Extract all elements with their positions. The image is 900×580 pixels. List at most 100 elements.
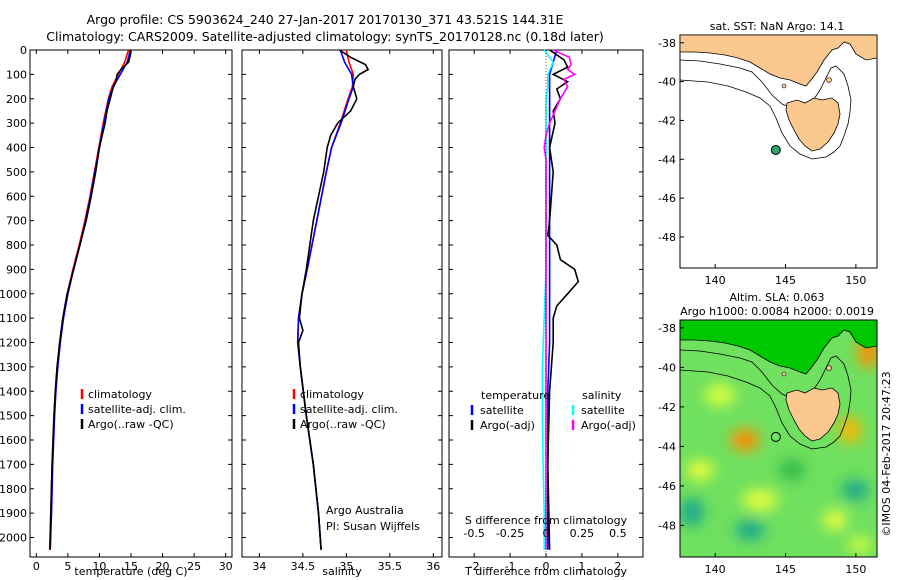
temperature-xtick-label: 5: [64, 560, 71, 573]
profile-title: Argo profile: CS 5903624_240 27-Jan-2017…: [86, 12, 564, 27]
sst-flinders-island: [826, 77, 832, 83]
salinity-legend-label: satellite-adj. clim.: [300, 403, 398, 416]
difference-xtick-label: -2: [469, 560, 480, 573]
depth-tick-label: 1300: [0, 361, 27, 374]
diff-s-tick-label: 0.5: [609, 527, 627, 540]
map_sla-ytick-label: -44: [658, 440, 676, 453]
map_sst-ytick-label: -38: [658, 37, 676, 50]
sla-argo-point: [770, 431, 781, 442]
temperature-xtick-label: 10: [92, 560, 106, 573]
map_sla-ytick-label: -40: [658, 361, 676, 374]
difference-xtick-label: 1: [578, 560, 585, 573]
difference-xtick-label: 2: [614, 560, 621, 573]
sla-map-subtitle: Argo h1000: 0.0084 h2000: 0.0019: [680, 305, 874, 318]
diff-legend-label: satellite: [480, 404, 524, 417]
depth-tick-label: 1800: [0, 483, 27, 496]
temperature-xtick-label: 25: [187, 560, 201, 573]
diff-s-tick-label: -0.5: [463, 527, 484, 540]
depth-tick-label: 100: [6, 68, 27, 81]
sla-mainland: [680, 320, 877, 375]
depth-tick-label: 1900: [0, 507, 27, 520]
map_sst-axes: 140 145 150 -38 -40 -42 -44 -46 -48: [658, 37, 866, 287]
sst-map: [679, 34, 878, 269]
depth-tick-label: 300: [6, 117, 27, 130]
sst-mainland: [680, 35, 877, 87]
diff-legend-header-temperature: temperature: [481, 389, 550, 402]
salinity-axis-label: salinity: [322, 565, 362, 578]
map_sla-xtick-label: 145: [775, 563, 796, 576]
salinity-xtick-label: 34: [252, 560, 266, 573]
diff-legend-label: Argo(-adj): [480, 419, 535, 432]
depth-tick-label: 1700: [0, 458, 27, 471]
map_sla-ytick-label: -42: [658, 401, 676, 414]
depth-tick-label: 1100: [0, 312, 27, 325]
map_sla-ytick-label: -46: [658, 480, 676, 493]
map_sst-ytick-label: -48: [658, 231, 676, 244]
temperature-xtick-label: 20: [156, 560, 170, 573]
sla-flinders-island: [826, 365, 832, 371]
difference-xtick-label: 0: [543, 560, 550, 573]
diff-legend-label: satellite: [581, 404, 625, 417]
map_sla-xtick-label: 140: [705, 563, 726, 576]
temperature-frame: [29, 49, 233, 558]
sla-king-island: [781, 371, 787, 377]
salinity-xtick-label: 34.5: [291, 560, 316, 573]
salinity-xtick-label: 35.5: [378, 560, 403, 573]
credit-text: ©IMOS 04-Feb-2017 20:47:23: [880, 371, 893, 536]
temperature-panel: 0100200300400500600700800900100011001200…: [0, 44, 233, 578]
depth-tick-label: 600: [6, 190, 27, 203]
map_sst-xtick-label: 150: [845, 274, 866, 287]
map_sst-ytick-label: -46: [658, 192, 676, 205]
argo-australia-annotation: Argo Australia: [326, 504, 404, 517]
sst-argo-point: [770, 144, 781, 155]
map_sla-axes: 140 145 150 -38 -40 -42 -44 -46 -48: [658, 322, 866, 576]
temperature-axis-label: temperature (deg C): [74, 565, 187, 578]
depth-tick-label: 700: [6, 215, 27, 228]
diff-legend-header-salinity: salinity: [582, 389, 622, 402]
difference-axis-label: T difference from climatology: [464, 565, 627, 578]
salinity-series-2: [297, 49, 370, 550]
depth-tick-label: 1200: [0, 337, 27, 350]
depth-tick-label: 1500: [0, 410, 27, 423]
map_sst-ytick-label: -40: [658, 76, 676, 89]
map_sla-ytick-label: -38: [658, 322, 676, 335]
temperature-legend-label: Argo(..raw -QC): [88, 418, 174, 431]
map_sla-xtick-label: 150: [845, 563, 866, 576]
salinity-panel: 34 34.5 35 35.5 36 salinity climatology satelli…: [241, 49, 443, 578]
diff-s-axis-title: S difference from climatology: [465, 514, 628, 527]
salinity-series-0: [296, 49, 355, 550]
depth-tick-label: 1600: [0, 434, 27, 447]
salinity-xtick-label: 36: [426, 560, 440, 573]
temperature-series-0: [48, 49, 130, 550]
sla-map-title: Altim. SLA: 0.063: [729, 291, 824, 304]
sla-shelf-contour: [680, 349, 852, 450]
sst-king-island: [781, 83, 787, 89]
map_sst-xtick-label: 140: [705, 274, 726, 287]
difference-xtick-label: -1: [505, 560, 516, 573]
salinity-legend-label: climatology: [300, 388, 364, 401]
temperature-xtick-label: 30: [219, 560, 233, 573]
temperature-series-2: [49, 49, 132, 550]
depth-tick-label: 900: [6, 263, 27, 276]
depth-tick-label: 400: [6, 142, 27, 155]
salinity-legend-label: Argo(..raw -QC): [300, 418, 386, 431]
diff-s-tick-label: 0.25: [570, 527, 595, 540]
depth-tick-label: 0: [20, 44, 27, 57]
sla-map-frame: [679, 319, 878, 558]
salinity-xtick-label: 35: [339, 560, 353, 573]
map_sst-xtick-label: 145: [775, 274, 796, 287]
temperature-series-1: [49, 49, 132, 550]
depth-tick-label: 800: [6, 239, 27, 252]
climatology-title: Climatology: CARS2009. Satellite-adjuste…: [46, 29, 604, 44]
salinity-series-1: [296, 49, 355, 550]
map_sla-ytick-label: -48: [658, 519, 676, 532]
sla-tasmania: [785, 387, 841, 442]
difference-series-0: [546, 49, 558, 550]
temperature-legend-label: climatology: [88, 388, 152, 401]
depth-tick-label: 1400: [0, 385, 27, 398]
sst-tasmania: [785, 97, 841, 152]
pi-annotation: PI: Susan Wijffels: [326, 520, 420, 533]
depth-tick-label: 1000: [0, 288, 27, 301]
difference-panel: -2 -1 0 1 2T difference from climatology temp…: [448, 49, 644, 578]
